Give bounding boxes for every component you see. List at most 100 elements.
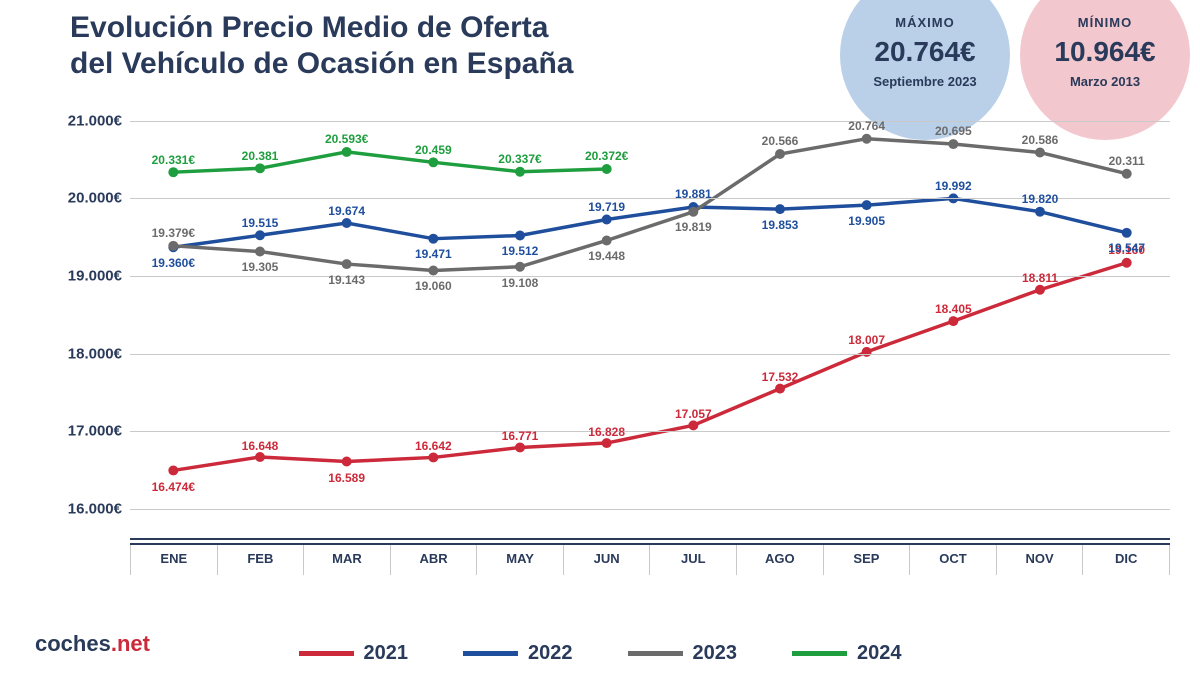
y-tick-label: 18.000€: [50, 345, 122, 362]
series-marker: [602, 438, 612, 448]
x-tick-label: SEP: [824, 545, 911, 575]
data-label: 18.007: [848, 333, 885, 347]
x-tick-label: ENE: [130, 545, 218, 575]
series-marker: [1122, 228, 1132, 238]
series-marker: [342, 457, 352, 467]
data-label: 18.405: [935, 302, 972, 316]
legend-item-2021: 2021: [299, 642, 409, 665]
series-marker: [428, 452, 438, 462]
chart-area: 16.000€17.000€18.000€19.000€20.000€21.00…: [50, 105, 1180, 595]
series-marker: [428, 157, 438, 167]
data-label: 16.771: [502, 429, 539, 443]
data-label: 17.532: [762, 370, 799, 384]
legend-label: 2021: [364, 642, 409, 665]
data-label: 19.674: [328, 204, 365, 218]
legend-swatch: [628, 651, 683, 656]
x-axis: ENEFEBMARABRMAYJUNJULAGOSEPOCTNOVDIC: [130, 543, 1170, 575]
x-tick-label: JUN: [564, 545, 651, 575]
legend-swatch: [463, 651, 518, 656]
data-label: 20.459: [415, 143, 452, 157]
series-marker: [515, 231, 525, 241]
x-tick-label: JUL: [650, 545, 737, 575]
data-label: 20.764: [848, 119, 885, 133]
series-marker: [428, 265, 438, 275]
brand-logo: coches.net: [35, 631, 150, 657]
series-marker: [255, 230, 265, 240]
data-label: 19.108: [502, 276, 539, 290]
data-label: 17.057: [675, 407, 712, 421]
badge-min-value: 10.964€: [1020, 36, 1190, 68]
plot-area: 16.000€17.000€18.000€19.000€20.000€21.00…: [130, 105, 1170, 540]
data-label: 20.372€: [585, 149, 628, 163]
legend-label: 2024: [857, 642, 902, 665]
x-tick-label: DIC: [1083, 545, 1170, 575]
legend-swatch: [792, 651, 847, 656]
legend-swatch: [299, 651, 354, 656]
series-marker: [1035, 207, 1045, 217]
chart-title: Evolución Precio Medio de Oferta del Veh…: [70, 10, 574, 82]
data-label: 16.648: [242, 439, 279, 453]
series-marker: [1122, 258, 1132, 268]
series-marker: [515, 442, 525, 452]
data-label: 19.143: [328, 273, 365, 287]
series-marker: [255, 452, 265, 462]
chart-lines-svg: [130, 105, 1170, 538]
series-marker: [168, 167, 178, 177]
data-label: 16.589: [328, 471, 365, 485]
x-tick-label: AGO: [737, 545, 824, 575]
data-label: 19.379€: [152, 226, 195, 240]
badge-max-label: MÁXIMO: [840, 15, 1010, 30]
series-line-2021: [173, 263, 1126, 471]
series-marker: [862, 347, 872, 357]
title-line-1: Evolución Precio Medio de Oferta: [70, 11, 548, 44]
series-marker: [862, 134, 872, 144]
y-tick-label: 19.000€: [50, 267, 122, 284]
series-marker: [775, 204, 785, 214]
y-tick-label: 17.000€: [50, 423, 122, 440]
data-label: 19.360€: [152, 256, 195, 270]
series-marker: [428, 234, 438, 244]
gridline: [130, 431, 1170, 432]
data-label: 19.905: [848, 214, 885, 228]
x-tick-label: MAY: [477, 545, 564, 575]
data-label: 20.593€: [325, 132, 368, 146]
series-marker: [342, 147, 352, 157]
x-tick-label: ABR: [391, 545, 478, 575]
series-marker: [1122, 169, 1132, 179]
series-marker: [1035, 285, 1045, 295]
data-label: 19.547: [1108, 241, 1145, 255]
legend-item-2024: 2024: [792, 642, 902, 665]
gridline: [130, 198, 1170, 199]
data-label: 19.515: [242, 216, 279, 230]
series-line-2022: [173, 198, 1126, 247]
series-marker: [255, 247, 265, 257]
series-marker: [168, 465, 178, 475]
legend-item-2022: 2022: [463, 642, 573, 665]
data-label: 20.566: [762, 134, 799, 148]
series-marker: [342, 218, 352, 228]
data-label: 19.512: [502, 244, 539, 258]
series-marker: [168, 241, 178, 251]
gridline: [130, 276, 1170, 277]
series-marker: [775, 384, 785, 394]
series-marker: [515, 167, 525, 177]
data-label: 20.586: [1022, 133, 1059, 147]
data-label: 19.305: [242, 260, 279, 274]
badge-min-label: MÍNIMO: [1020, 15, 1190, 30]
badge-max-value: 20.764€: [840, 36, 1010, 68]
data-label: 16.828: [588, 425, 625, 439]
data-label: 18.811: [1022, 271, 1058, 285]
y-tick-label: 16.000€: [50, 500, 122, 517]
data-label: 20.381: [242, 149, 279, 163]
legend-item-2023: 2023: [628, 642, 738, 665]
series-marker: [775, 149, 785, 159]
series-marker: [948, 139, 958, 149]
series-marker: [688, 420, 698, 430]
data-label: 19.992: [935, 179, 972, 193]
series-marker: [602, 235, 612, 245]
x-tick-label: NOV: [997, 545, 1084, 575]
data-label: 19.819: [675, 220, 712, 234]
x-tick-label: FEB: [218, 545, 305, 575]
series-marker: [602, 215, 612, 225]
brand-text-1: coches: [35, 631, 111, 656]
